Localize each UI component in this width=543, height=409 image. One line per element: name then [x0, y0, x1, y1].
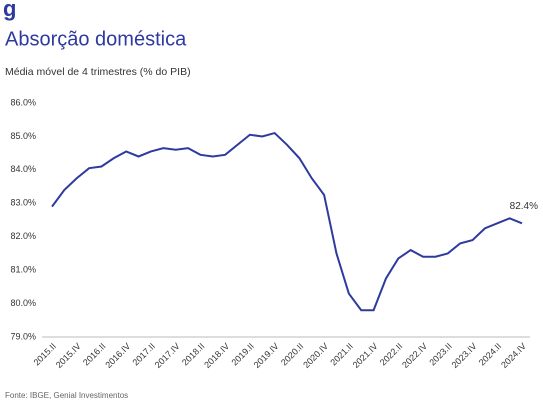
line	[51, 131, 523, 312]
x-tick-label: 2024.IV	[499, 341, 528, 370]
x-tick-label: 2018.IV	[202, 341, 231, 370]
chart-title: Absorção doméstica	[5, 28, 187, 50]
y-tick-label: 81.0%	[10, 265, 36, 275]
y-tick-label: 82.0%	[10, 231, 36, 241]
x-tick-label: 2022.IV	[400, 341, 429, 370]
x-tick-label: 2023.IV	[450, 341, 479, 370]
x-tick-label: 2017.IV	[153, 341, 182, 370]
x-tick-label: 2015.IV	[54, 341, 83, 370]
x-tick-label: 2016.IV	[103, 341, 132, 370]
chart-subtitle: Média móvel de 4 trimestres (% do PIB)	[5, 66, 191, 78]
y-tick-label: 80.0%	[10, 298, 36, 308]
y-tick-label: 79.0%	[10, 331, 36, 341]
x-tick-label: 2019.IV	[252, 341, 281, 370]
data-label: 82.4%	[510, 201, 538, 212]
y-tick-label: 85.0%	[10, 131, 36, 141]
y-tick-label: 83.0%	[10, 198, 36, 208]
y-tick-label: 86.0%	[10, 97, 36, 107]
x-tick-label: 2021.IV	[351, 341, 380, 370]
logo: g	[3, 0, 16, 21]
x-tick-label: 2020.IV	[301, 341, 330, 370]
y-tick-label: 84.0%	[10, 164, 36, 174]
source: Fonte: IBGE, Genial Investimentos	[5, 391, 128, 400]
